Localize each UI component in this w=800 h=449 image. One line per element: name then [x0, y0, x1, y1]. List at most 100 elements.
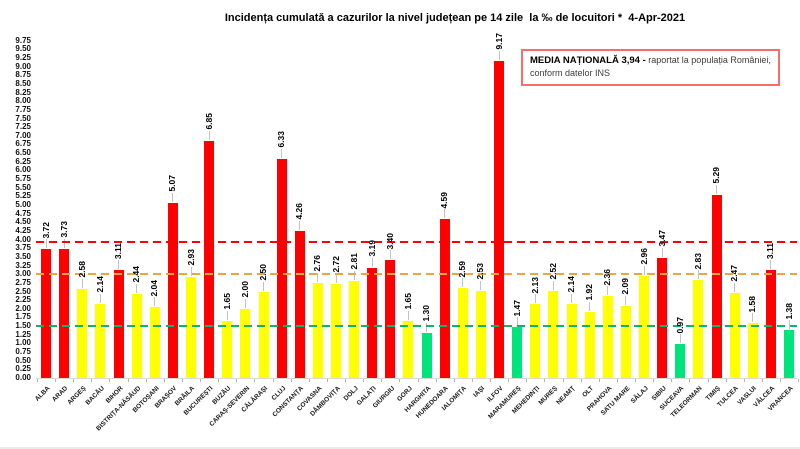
chart-title: Incidența cumulată a cazurilor la nivel …	[224, 12, 686, 24]
x-axis-tick	[761, 379, 763, 382]
y-axis-tick-label: 9.75	[15, 35, 31, 45]
x-axis-tick	[308, 379, 310, 382]
y-axis-tick-label: 1.50	[15, 321, 31, 331]
bar-value-label: 2.00	[239, 281, 250, 298]
national-average-desc: raportat la populația României,	[645, 55, 771, 65]
y-axis-tick-label: 1.00	[15, 338, 31, 348]
value-leader-line	[154, 297, 156, 307]
threshold-line-national-average	[36, 240, 797, 243]
y-axis-tick-label: 0.00	[15, 373, 31, 382]
y-axis-tick-label: 2.50	[15, 286, 31, 296]
x-axis-tick	[435, 379, 437, 382]
bar-bistrița-năsăud	[131, 293, 142, 378]
county-label: NEAMȚ	[555, 385, 577, 407]
bar-value-label: 2.83	[692, 252, 703, 270]
value-leader-line	[136, 283, 138, 293]
bar-value-label: 2.09	[620, 278, 631, 295]
x-axis-tick	[363, 379, 365, 382]
x-axis-tick	[399, 379, 401, 382]
y-axis-tick-label: 1.25	[15, 329, 31, 339]
bar-harghita	[421, 333, 432, 378]
x-axis-tick	[417, 379, 419, 382]
bar-satu mare	[620, 305, 631, 378]
bar-ialomița	[457, 288, 468, 378]
y-axis-tick-label: 9.50	[15, 44, 31, 54]
bar-value-label: 2.76	[312, 254, 323, 272]
value-leader-line	[317, 272, 319, 282]
national-average-note: MEDIA NAȚIONALĂ 3,94 - raportat la popul…	[521, 49, 780, 86]
y-axis-tick-label: 8.00	[15, 96, 31, 106]
bar-value-label: 3.72	[40, 221, 51, 239]
x-axis-tick	[562, 379, 564, 382]
value-leader-line	[734, 282, 736, 292]
x-axis-tick	[55, 379, 57, 382]
bar-neamț	[566, 304, 577, 378]
bar-bacău	[95, 304, 106, 378]
value-leader-line	[607, 286, 609, 296]
y-axis-tick-label: 2.75	[15, 277, 31, 287]
x-axis-tick	[779, 379, 781, 382]
value-leader-line	[661, 247, 663, 257]
y-axis-tick-label: 3.50	[15, 251, 31, 261]
bar-value-label: 2.13	[529, 276, 540, 294]
bar-ilfov	[494, 60, 505, 378]
value-leader-line	[534, 294, 536, 304]
value-leader-line	[45, 239, 47, 249]
county-label: ARGEȘ	[66, 385, 88, 407]
value-leader-line	[679, 334, 681, 344]
bar-value-label: 1.92	[584, 284, 595, 301]
value-leader-line	[190, 266, 192, 276]
y-axis-tick-label: 6.75	[15, 139, 31, 149]
bar-value-label: 2.47	[729, 264, 740, 282]
value-leader-line	[498, 50, 500, 60]
x-axis-tick	[526, 379, 528, 382]
bar-dolj	[349, 280, 360, 378]
bar-brăila	[186, 276, 196, 378]
bar-argeș	[77, 288, 88, 378]
value-leader-line	[63, 238, 65, 248]
county-label: BACĂU	[84, 385, 106, 407]
county-label: OLT	[581, 385, 596, 399]
bottom-divider	[0, 447, 800, 449]
value-leader-line	[480, 280, 482, 290]
bar-călărași	[258, 291, 269, 378]
y-axis-tick-label: 8.75	[15, 70, 31, 80]
bar-galați	[367, 267, 378, 378]
value-leader-line	[263, 281, 264, 291]
bar-value-label: 3.73	[58, 221, 69, 238]
bar-value-label: 2.50	[258, 263, 268, 281]
x-axis-tick	[181, 379, 183, 382]
y-axis-tick-label: 0.25	[15, 364, 31, 374]
x-axis-tick	[544, 379, 546, 382]
value-leader-line	[788, 320, 790, 330]
bar-constanța	[294, 230, 305, 378]
value-leader-line	[643, 265, 645, 275]
bar-prahova	[602, 296, 613, 378]
value-leader-line	[552, 280, 554, 290]
bar-covasna	[312, 282, 323, 378]
bar-value-label: 5.29	[711, 167, 721, 184]
y-axis-tick-label: 5.00	[15, 200, 31, 209]
bar-value-label: 1.65	[402, 293, 413, 310]
value-leader-line	[426, 323, 428, 332]
bar-value-label: 4.26	[294, 203, 305, 220]
national-average-line1: MEDIA NAȚIONALĂ 3,94 - raportat la popul…	[530, 54, 771, 67]
bar-vâlcea	[765, 270, 776, 378]
value-leader-line	[444, 209, 446, 219]
x-axis-tick	[145, 379, 147, 382]
value-leader-line	[589, 301, 591, 311]
y-axis-tick-label: 9.25	[15, 52, 31, 62]
y-axis-tick-label: 4.00	[15, 234, 31, 244]
bar-value-label: 2.14	[566, 276, 576, 293]
y-axis-tick-label: 3.25	[15, 260, 31, 270]
x-axis-tick	[743, 379, 745, 382]
y-axis-tick-label: 7.25	[15, 122, 31, 132]
x-axis-tick	[200, 379, 201, 382]
value-leader-line	[226, 310, 228, 320]
bar-value-label: 2.58	[76, 261, 87, 278]
bar-value-label: 0.97	[674, 316, 685, 334]
bar-value-label: 2.52	[547, 263, 558, 280]
value-leader-line	[752, 313, 754, 323]
value-leader-line	[462, 278, 464, 288]
